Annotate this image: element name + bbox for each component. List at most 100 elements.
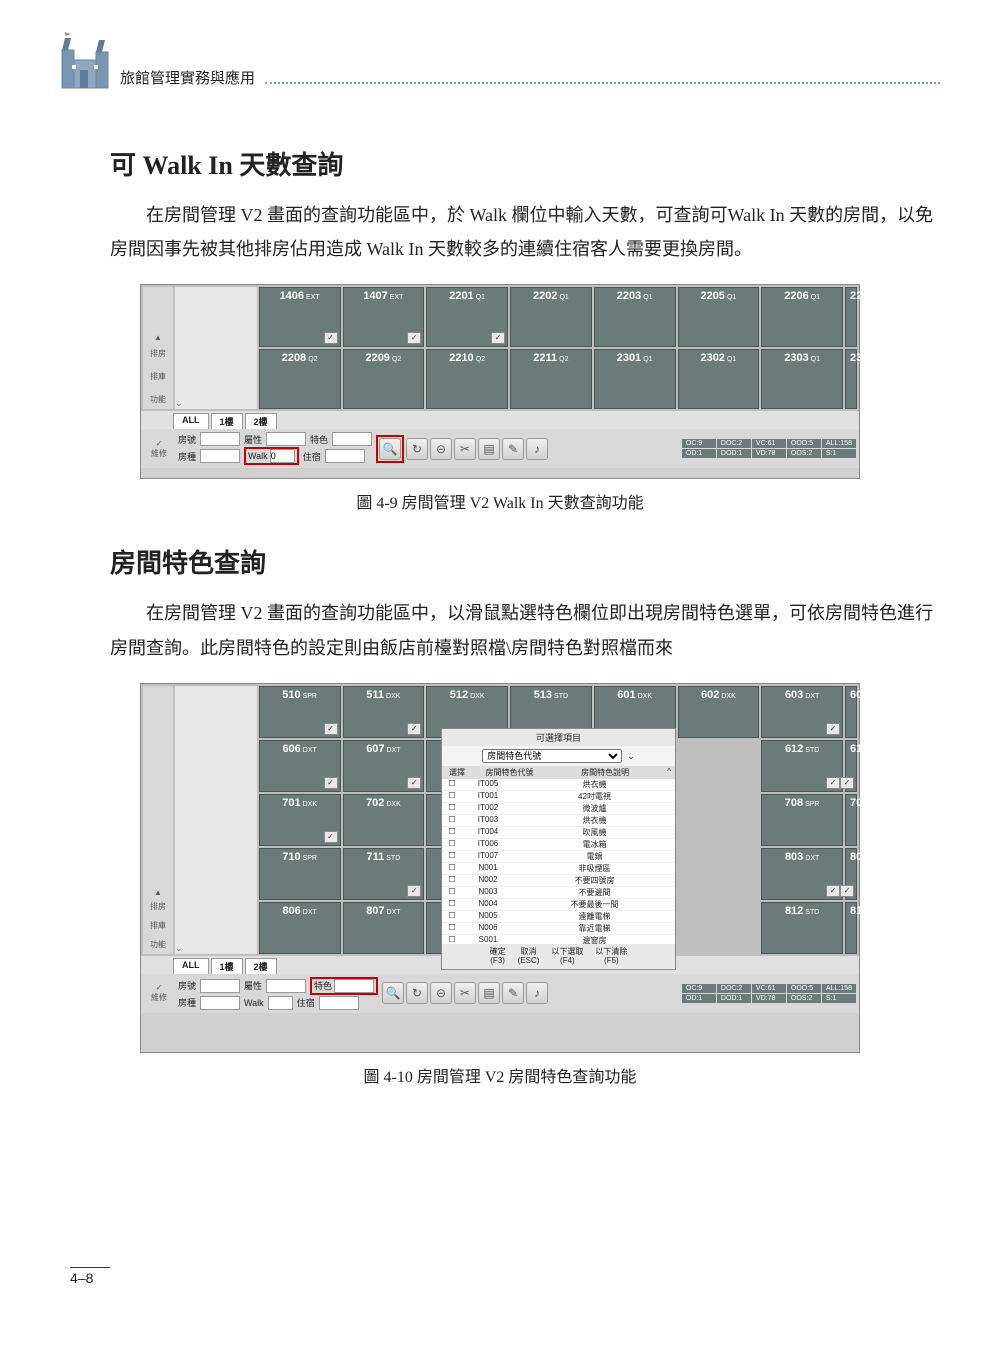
- room-cell[interactable]: 2206Q1: [761, 287, 843, 347]
- refresh-icon[interactable]: ↻: [406, 438, 428, 460]
- room-cell[interactable]: 2203Q1: [594, 287, 676, 347]
- walk-input[interactable]: [268, 996, 293, 1010]
- zoom-icon[interactable]: ⊝: [430, 438, 452, 460]
- room-cell[interactable]: 2302Q1: [678, 349, 760, 409]
- feature-popup: 可選擇項目房間特色代號 ⌄選擇房間特色代號房間特色說明^☐IT005烘衣機☐IT…: [441, 728, 676, 971]
- room-cell[interactable]: 2208Q2: [259, 349, 341, 409]
- section1-title: 可 Walk In 天數查詢: [110, 145, 940, 182]
- room-cell[interactable]: 710SPR: [259, 848, 341, 900]
- feature-row[interactable]: ☐IT003烘衣機: [442, 815, 675, 827]
- room-cell[interactable]: 702DXK: [343, 794, 425, 846]
- list-icon[interactable]: ▤: [478, 982, 500, 1004]
- popup-button[interactable]: 以下選取(F4): [551, 948, 583, 966]
- tool-icon[interactable]: ✂: [454, 982, 476, 1004]
- room-cell[interactable]: 812STD: [761, 902, 843, 954]
- scroll-icon[interactable]: [175, 686, 257, 954]
- room-cell[interactable]: 606DXT✓: [259, 740, 341, 792]
- popup-title: 可選擇項目: [442, 729, 675, 746]
- floor-tab[interactable]: 1樓: [211, 958, 243, 974]
- search-icon[interactable]: 🔍: [382, 982, 404, 1004]
- refresh-icon[interactable]: ↻: [406, 982, 428, 1004]
- section2-title: 房間特色查詢: [110, 543, 940, 580]
- floor-tab[interactable]: ALL: [173, 958, 209, 974]
- room-cell[interactable]: 2305Q1: [845, 349, 857, 409]
- feature-row[interactable]: ☐IT006電冰箱: [442, 839, 675, 851]
- tool-icon[interactable]: ✂: [454, 438, 476, 460]
- popup-button[interactable]: 取消(ESC): [518, 948, 540, 966]
- room-cell[interactable]: 1407EXT✓: [343, 287, 425, 347]
- room-cell[interactable]: 805DXT✓: [845, 848, 857, 900]
- room-cell[interactable]: 607DXT✓: [343, 740, 425, 792]
- feature-row[interactable]: ☐N003不要邊間: [442, 887, 675, 899]
- status-input[interactable]: [266, 979, 306, 993]
- feature-row[interactable]: ☐N005遠離電梯: [442, 911, 675, 923]
- room-cell[interactable]: 709SPR: [845, 794, 857, 846]
- room-type-input[interactable]: [200, 996, 240, 1010]
- feature-row[interactable]: ☐S001邊窗房: [442, 935, 675, 944]
- room-cell[interactable]: 813STD: [845, 902, 857, 954]
- feature-row[interactable]: ☐IT005烘衣機: [442, 779, 675, 791]
- figure1-wrap: ▲排房排庫功能 1406EXT✓1407EXT✓2201Q1✓2202Q12203…: [110, 284, 890, 513]
- search-icon[interactable]: 🔍: [379, 438, 401, 460]
- note-icon[interactable]: ♪: [526, 982, 548, 1004]
- section1-para: 在房間管理 V2 畫面的查詢功能區中，於 Walk 欄位中輸入天數，可查詢可Wa…: [110, 198, 940, 266]
- feature-input[interactable]: [334, 979, 374, 993]
- room-cell[interactable]: 701DXK✓: [259, 794, 341, 846]
- room-cell[interactable]: 605DXT: [845, 686, 857, 738]
- zoom-icon[interactable]: ⊝: [430, 982, 452, 1004]
- popup-button[interactable]: 確定(F3): [490, 948, 506, 966]
- room-cell[interactable]: 602DXK: [678, 686, 760, 738]
- room-cell[interactable]: 2211Q2: [510, 349, 592, 409]
- feature-row[interactable]: ☐N006靠近電梯: [442, 923, 675, 935]
- scroll-icon[interactable]: [175, 287, 257, 409]
- edit-icon[interactable]: ✎: [502, 438, 524, 460]
- feature-input[interactable]: [332, 432, 372, 446]
- popup-button[interactable]: 以下清除(F5): [595, 948, 627, 966]
- room-cell[interactable]: 1406EXT✓: [259, 287, 341, 347]
- room-cell[interactable]: 803DXT✓: [761, 848, 843, 900]
- room-cell[interactable]: 806DXT: [259, 902, 341, 954]
- feature-row[interactable]: ☐IT00142吋電視: [442, 791, 675, 803]
- room-cell[interactable]: 2202Q1: [510, 287, 592, 347]
- room-cell[interactable]: 511DXK✓: [343, 686, 425, 738]
- room-cell[interactable]: 612STD✓: [761, 740, 843, 792]
- section2-para: 在房間管理 V2 畫面的查詢功能區中，以滑鼠點選特色欄位即出現房間特色選單，可依…: [110, 596, 940, 664]
- walk-input[interactable]: [270, 449, 295, 463]
- room-num-input[interactable]: [200, 979, 240, 993]
- room-cell[interactable]: 603DXT✓: [761, 686, 843, 738]
- floor-tab[interactable]: 1樓: [211, 413, 243, 429]
- room-cell[interactable]: 2205Q1: [678, 287, 760, 347]
- room-cell[interactable]: 2201Q1✓: [426, 287, 508, 347]
- room-num-input[interactable]: [200, 432, 240, 446]
- status-input[interactable]: [266, 432, 306, 446]
- feature-row[interactable]: ☐N004不要最後一間: [442, 899, 675, 911]
- room-cell[interactable]: 2209Q2: [343, 349, 425, 409]
- feature-row[interactable]: ☐IT002微波爐: [442, 803, 675, 815]
- room-cell[interactable]: 2207Q2: [845, 287, 857, 347]
- side-toolbar: ▲排房排庫功能: [143, 287, 173, 409]
- room-cell[interactable]: 2210Q2: [426, 349, 508, 409]
- room-type-input[interactable]: [200, 449, 240, 463]
- room-cell[interactable]: 711STD✓: [343, 848, 425, 900]
- floor-tab[interactable]: 2樓: [245, 413, 277, 429]
- room-cell[interactable]: 613STD✓: [845, 740, 857, 792]
- note-icon[interactable]: ♪: [526, 438, 548, 460]
- room-cell[interactable]: 510SPR✓: [259, 686, 341, 738]
- room-cell[interactable]: 708SPR: [761, 794, 843, 846]
- castle-icon: [60, 30, 110, 90]
- feature-row[interactable]: ☐IT004吹風機: [442, 827, 675, 839]
- floor-tab[interactable]: ALL: [173, 413, 209, 429]
- stay-input[interactable]: [319, 996, 359, 1010]
- feature-row[interactable]: ☐N001非吸煙區: [442, 863, 675, 875]
- room-cell[interactable]: 807DXT: [343, 902, 425, 954]
- page-number: 4–8: [70, 1267, 110, 1286]
- room-cell[interactable]: 2301Q1: [594, 349, 676, 409]
- room-cell[interactable]: 2303Q1: [761, 349, 843, 409]
- floor-tab[interactable]: 2樓: [245, 958, 277, 974]
- feature-row[interactable]: ☐IT007電鍋: [442, 851, 675, 863]
- feature-row[interactable]: ☐N002不要四號房: [442, 875, 675, 887]
- feature-dropdown[interactable]: 房間特色代號: [482, 749, 622, 763]
- stay-input[interactable]: [325, 449, 365, 463]
- list-icon[interactable]: ▤: [478, 438, 500, 460]
- edit-icon[interactable]: ✎: [502, 982, 524, 1004]
